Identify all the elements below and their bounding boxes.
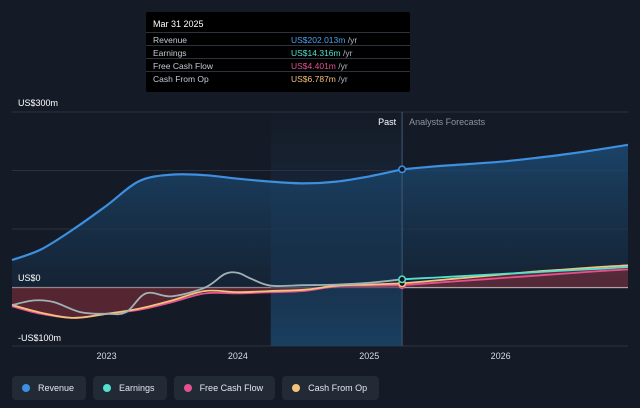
tooltip-label: Earnings <box>153 48 187 58</box>
earnings-forecast-line <box>402 266 629 281</box>
y-label-top: US$300m <box>18 98 58 108</box>
cash-from-op-line <box>11 282 403 319</box>
revenue-forecast-line <box>402 143 629 171</box>
legend-item-free-cash-flow[interactable]: Free Cash Flow <box>173 376 276 400</box>
x-tick-label: 2025 <box>359 351 379 361</box>
legend-dot-icon <box>103 384 112 392</box>
revenue-marker <box>398 165 407 174</box>
legend-dot-icon <box>22 384 30 392</box>
tooltip-row-revenue: Revenue US$202.013m /yr <box>146 32 410 46</box>
cash-from-op-area <box>12 265 628 318</box>
chart-legend: Revenue Earnings Free Cash Flow Cash Fro… <box>12 376 380 400</box>
legend-label: Free Cash Flow <box>199 383 264 393</box>
data-tooltip: Mar 31 2025 Revenue US$202.013m /yr Earn… <box>146 12 410 92</box>
legend-label: Cash From Op <box>308 383 368 393</box>
tooltip-date: Mar 31 2025 <box>153 19 204 29</box>
y-label-bottom: -US$100m <box>18 333 61 343</box>
tooltip-row-free-cash-flow: Free Cash Flow US$4.401m /yr <box>146 58 410 72</box>
tooltip-unit: /yr <box>345 35 358 45</box>
tooltip-value: US$202.013m <box>291 35 346 45</box>
legend-label: Revenue <box>38 383 75 393</box>
x-tick-label: 2026 <box>491 351 511 361</box>
revenue-area <box>12 144 628 288</box>
legend-dot-icon <box>292 384 301 392</box>
legend-dot-icon <box>183 384 192 392</box>
tooltip-label: Free Cash Flow <box>153 61 213 71</box>
legend-item-revenue[interactable]: Revenue <box>12 376 87 400</box>
past-label: Past <box>378 117 397 127</box>
revenue-line <box>11 168 403 262</box>
tooltip-row-cash-from-op: Cash From Op US$6.787m /yr <box>146 71 410 85</box>
tooltip-unit: /yr <box>340 48 353 58</box>
legend-item-earnings[interactable]: Earnings <box>93 376 167 400</box>
free-cash-flow-forecast-line <box>402 268 629 287</box>
tooltip-value: US$4.401m <box>291 61 336 71</box>
x-tick-label: 2023 <box>97 351 117 361</box>
earnings-marker <box>398 275 407 284</box>
tooltip-label: Revenue <box>153 35 188 45</box>
legend-item-cash-from-op[interactable]: Cash From Op <box>282 376 380 400</box>
tooltip-value: US$14.316m <box>291 48 341 58</box>
tooltip-row-earnings: Earnings US$14.316m /yr <box>146 45 410 59</box>
tooltip-label: Cash From Op <box>153 74 209 84</box>
forecast-label: Analysts Forecasts <box>409 117 486 127</box>
earnings-line <box>11 271 403 316</box>
tooltip-value: US$6.787m <box>291 74 336 84</box>
y-label-zero: US$0 <box>18 273 41 283</box>
tooltip-unit: /yr <box>335 61 348 71</box>
legend-label: Earnings <box>119 383 155 393</box>
x-tick-label: 2024 <box>228 351 248 361</box>
tooltip-unit: /yr <box>335 74 348 84</box>
